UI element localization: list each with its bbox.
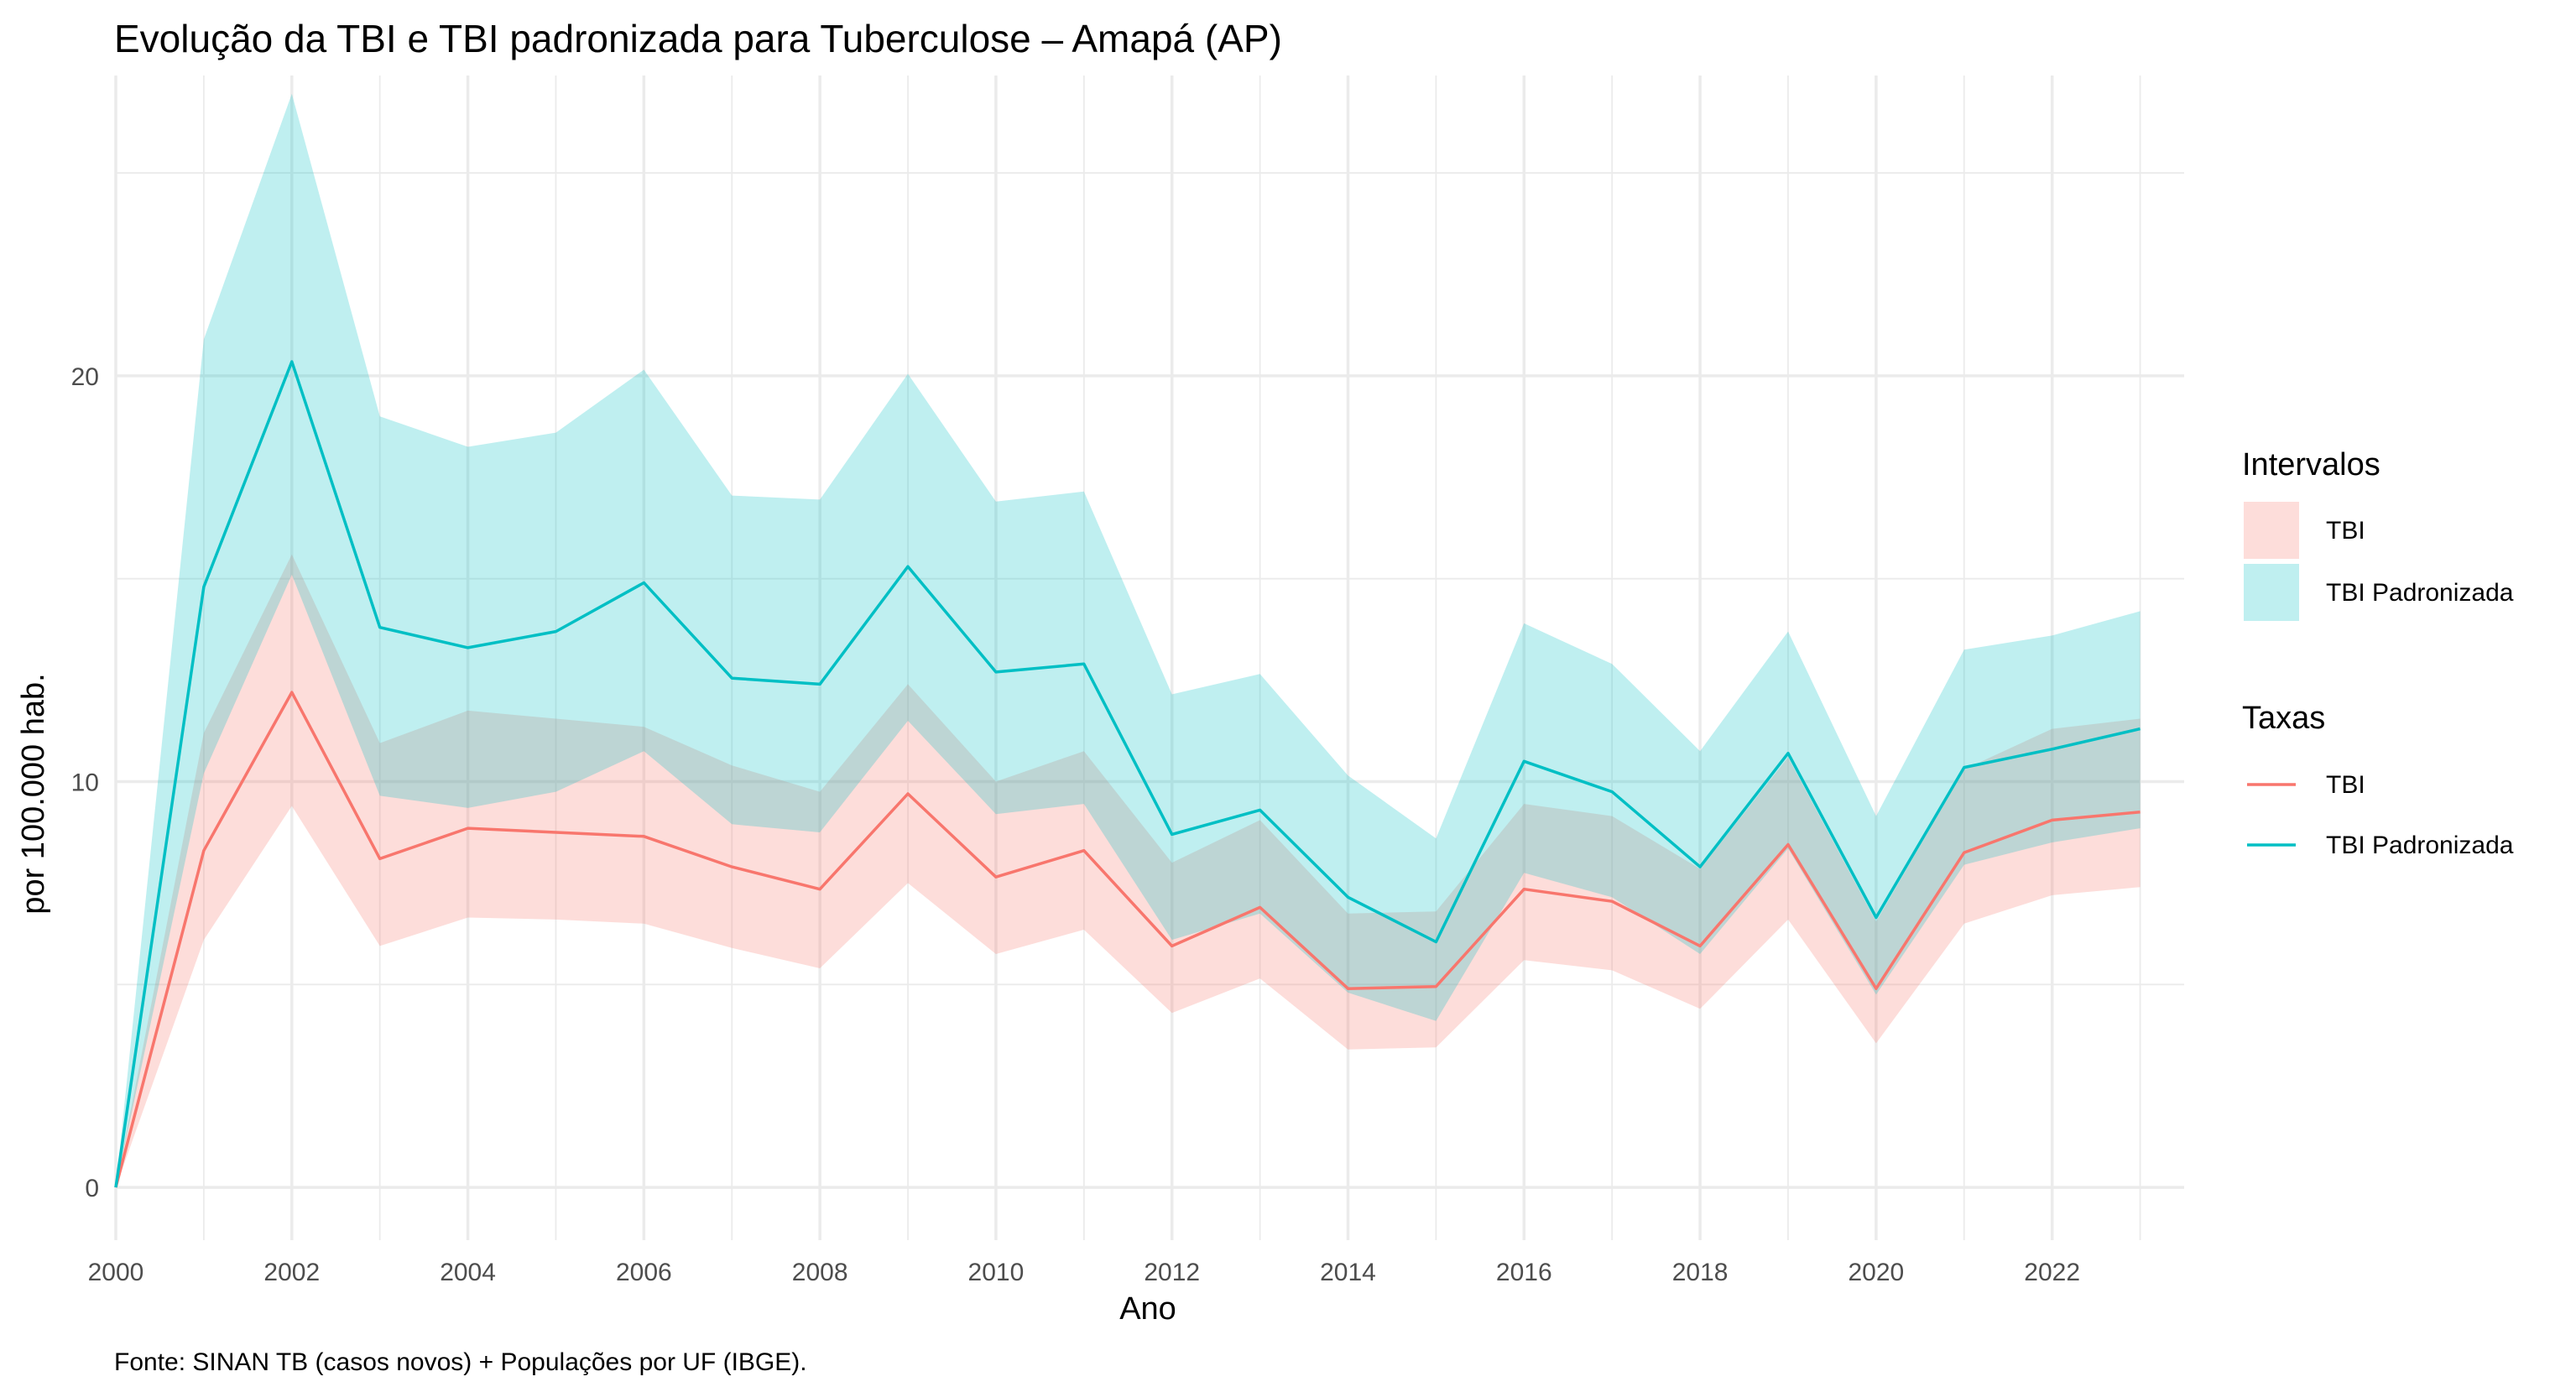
x-tick-label-2012: 2012 xyxy=(1144,1259,1200,1286)
grid xyxy=(114,76,2184,1240)
x-axis-ticks: 2000 2002 2004 2006 2008 2010 2012 2014 2016 2018… xyxy=(88,1259,2080,1286)
chart-caption: Fonte: SINAN TB (casos novos) + Populaçõ… xyxy=(114,1348,807,1376)
ribbon-series-0 xyxy=(116,554,2141,1188)
lines xyxy=(114,360,2141,1188)
y-axis-title: por 100.000 hab. xyxy=(16,673,51,914)
x-tick-label-2004: 2004 xyxy=(440,1259,496,1286)
legend-intervals-title: Intervalos xyxy=(2242,447,2380,482)
legend-rates-title: Taxas xyxy=(2242,701,2325,736)
x-tick-label-2020: 2020 xyxy=(1848,1259,1904,1286)
legend: Intervalos TBI TBI Padronizada Taxas TBI… xyxy=(2242,447,2514,859)
legend-label-tbi-ribbon: TBI xyxy=(2326,517,2365,545)
x-tick-label-2022: 2022 xyxy=(2024,1259,2080,1286)
line-series-1 xyxy=(114,360,2141,1188)
x-tick-label-2002: 2002 xyxy=(263,1259,320,1286)
legend-key-tbi-pad-ribbon xyxy=(2244,564,2299,621)
legend-label-tbi-pad-line: TBI Padronizada xyxy=(2326,832,2514,859)
x-tick-label-2014: 2014 xyxy=(1320,1259,1376,1286)
plot-area xyxy=(114,76,2184,1240)
ribbon-series-1 xyxy=(116,93,2141,1188)
x-axis-title: Ano xyxy=(1119,1291,1176,1327)
y-tick-label-20: 20 xyxy=(71,363,99,391)
x-tick-label-2018: 2018 xyxy=(1672,1259,1729,1286)
y-tick-label-10: 10 xyxy=(71,769,99,797)
x-tick-label-2000: 2000 xyxy=(88,1259,144,1286)
x-tick-label-2010: 2010 xyxy=(968,1259,1025,1286)
legend-label-tbi-line: TBI xyxy=(2326,771,2365,799)
x-tick-label-2008: 2008 xyxy=(792,1259,848,1286)
line-series-0 xyxy=(114,691,2141,1188)
y-axis-ticks: 0 10 20 xyxy=(71,363,99,1202)
x-tick-label-2006: 2006 xyxy=(616,1259,672,1286)
x-tick-label-2016: 2016 xyxy=(1496,1259,1552,1286)
ribbons xyxy=(116,93,2141,1188)
legend-key-tbi-ribbon xyxy=(2244,502,2299,559)
y-tick-label-0: 0 xyxy=(85,1175,99,1202)
chart-title: Evolução da TBI e TBI padronizada para T… xyxy=(114,17,1282,60)
legend-label-tbi-pad-ribbon: TBI Padronizada xyxy=(2326,579,2514,607)
